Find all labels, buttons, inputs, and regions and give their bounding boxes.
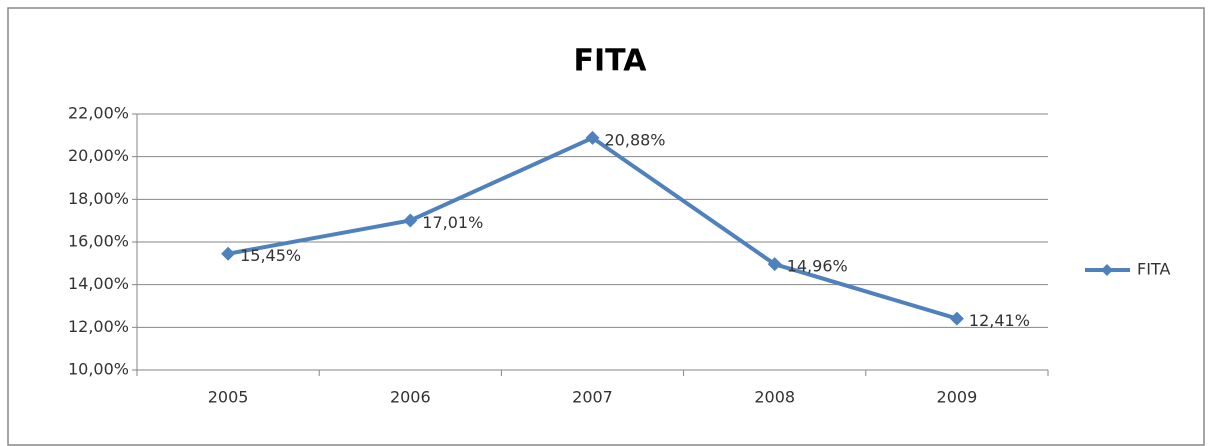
chart-title: FITA [573, 44, 647, 79]
y-tick-label: 18,00% [68, 189, 129, 208]
data-label: 17,01% [422, 213, 483, 232]
point-marker [403, 213, 418, 228]
point-marker [221, 246, 236, 261]
x-tick-label: 2005 [208, 388, 249, 407]
x-tick-label: 2009 [937, 388, 978, 407]
y-tick-label: 12,00% [68, 317, 129, 336]
y-tick-label: 14,00% [68, 274, 129, 293]
data-label: 12,41% [969, 311, 1030, 330]
data-label: 20,88% [605, 130, 666, 149]
y-tick-label: 10,00% [68, 360, 129, 379]
x-tick-label: 2007 [572, 388, 613, 407]
point-marker [949, 311, 964, 326]
point-marker [767, 257, 782, 272]
point-marker [585, 130, 600, 145]
y-tick-label: 20,00% [68, 146, 129, 165]
x-tick-label: 2008 [754, 388, 795, 407]
legend-label: FITA [1137, 260, 1170, 279]
legend-marker [1101, 264, 1113, 276]
data-label: 14,96% [787, 257, 848, 276]
y-tick-label: 22,00% [68, 104, 129, 123]
chart-border [7, 7, 1205, 446]
y-tick-label: 16,00% [68, 232, 129, 251]
x-tick-label: 2006 [390, 388, 431, 407]
data-label: 15,45% [240, 246, 301, 265]
